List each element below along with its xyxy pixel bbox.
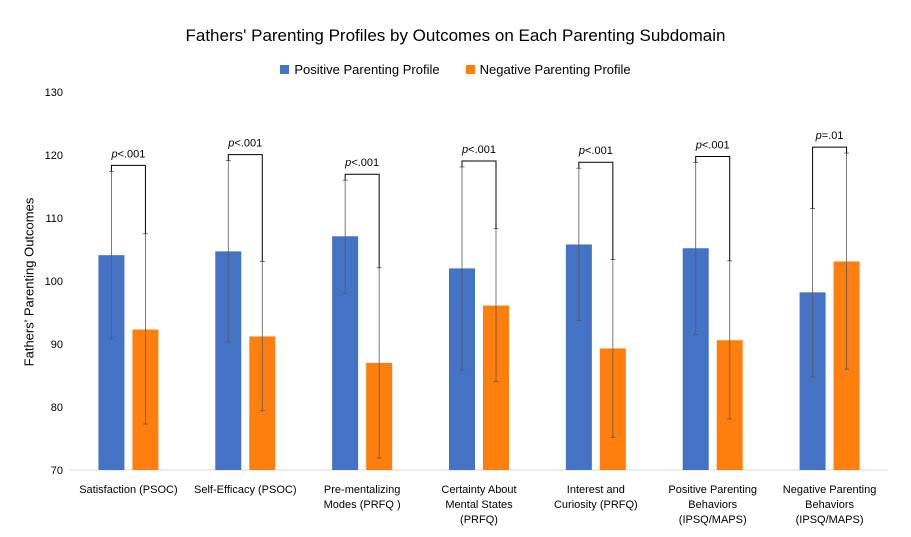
x-tick-label: Self-Efficacy (PSOC) <box>194 484 297 496</box>
chart-title: Fathers' Parenting Profiles by Outcomes … <box>185 26 726 45</box>
x-tick-label: Satisfaction (PSOC) <box>79 484 177 496</box>
x-tick-label: Interest and Curiosity (PRFQ) <box>554 484 638 511</box>
chart-legend: Positive Parenting Profile Negative Pare… <box>0 62 911 77</box>
y-tick-label: 130 <box>45 87 63 99</box>
significance-bracket <box>227 154 263 262</box>
significance-label: p=.01 <box>815 130 844 142</box>
legend-item-positive: Positive Parenting Profile <box>280 62 440 77</box>
significance-bracket <box>578 161 614 260</box>
x-tick-label: Certainty About Mental States (PRFQ) <box>441 484 516 526</box>
significance-label: p<.001 <box>227 138 262 150</box>
y-tick-label: 70 <box>51 465 63 477</box>
significance-label: p<.001 <box>461 144 496 156</box>
significance-label: p<.001 <box>695 140 730 152</box>
significance-label: p<.001 <box>110 148 145 160</box>
legend-label-negative: Negative Parenting Profile <box>479 62 631 77</box>
significance-label: p<.001 <box>344 157 379 169</box>
x-tick-label: Positive Parenting Behaviors (IPSQ/MAPS) <box>668 484 757 526</box>
y-tick-label: 110 <box>45 213 63 225</box>
significance-bracket <box>695 156 731 261</box>
significance-bracket <box>461 160 497 229</box>
significance-label: p<.001 <box>578 145 613 157</box>
x-tick-label: Pre-mentalizing Modes (PRFQ ) <box>324 484 401 511</box>
y-tick-label: 100 <box>45 276 63 288</box>
y-axis-label: Fathers' Parenting Outcomes <box>21 197 37 367</box>
legend-swatch-negative <box>465 65 475 74</box>
significance-bracket <box>110 164 146 234</box>
legend-label-positive: Positive Parenting Profile <box>294 62 440 77</box>
y-tick-label: 120 <box>45 150 63 162</box>
y-tick-label: 80 <box>51 402 63 414</box>
legend-item-negative: Negative Parenting Profile <box>465 62 631 77</box>
significance-bracket <box>812 146 848 209</box>
y-tick-label: 90 <box>51 339 63 351</box>
significance-bracket <box>344 173 380 268</box>
legend-swatch-positive <box>280 65 290 74</box>
x-tick-label: Negative Parenting Behaviors (IPSQ/MAPS) <box>783 484 877 526</box>
